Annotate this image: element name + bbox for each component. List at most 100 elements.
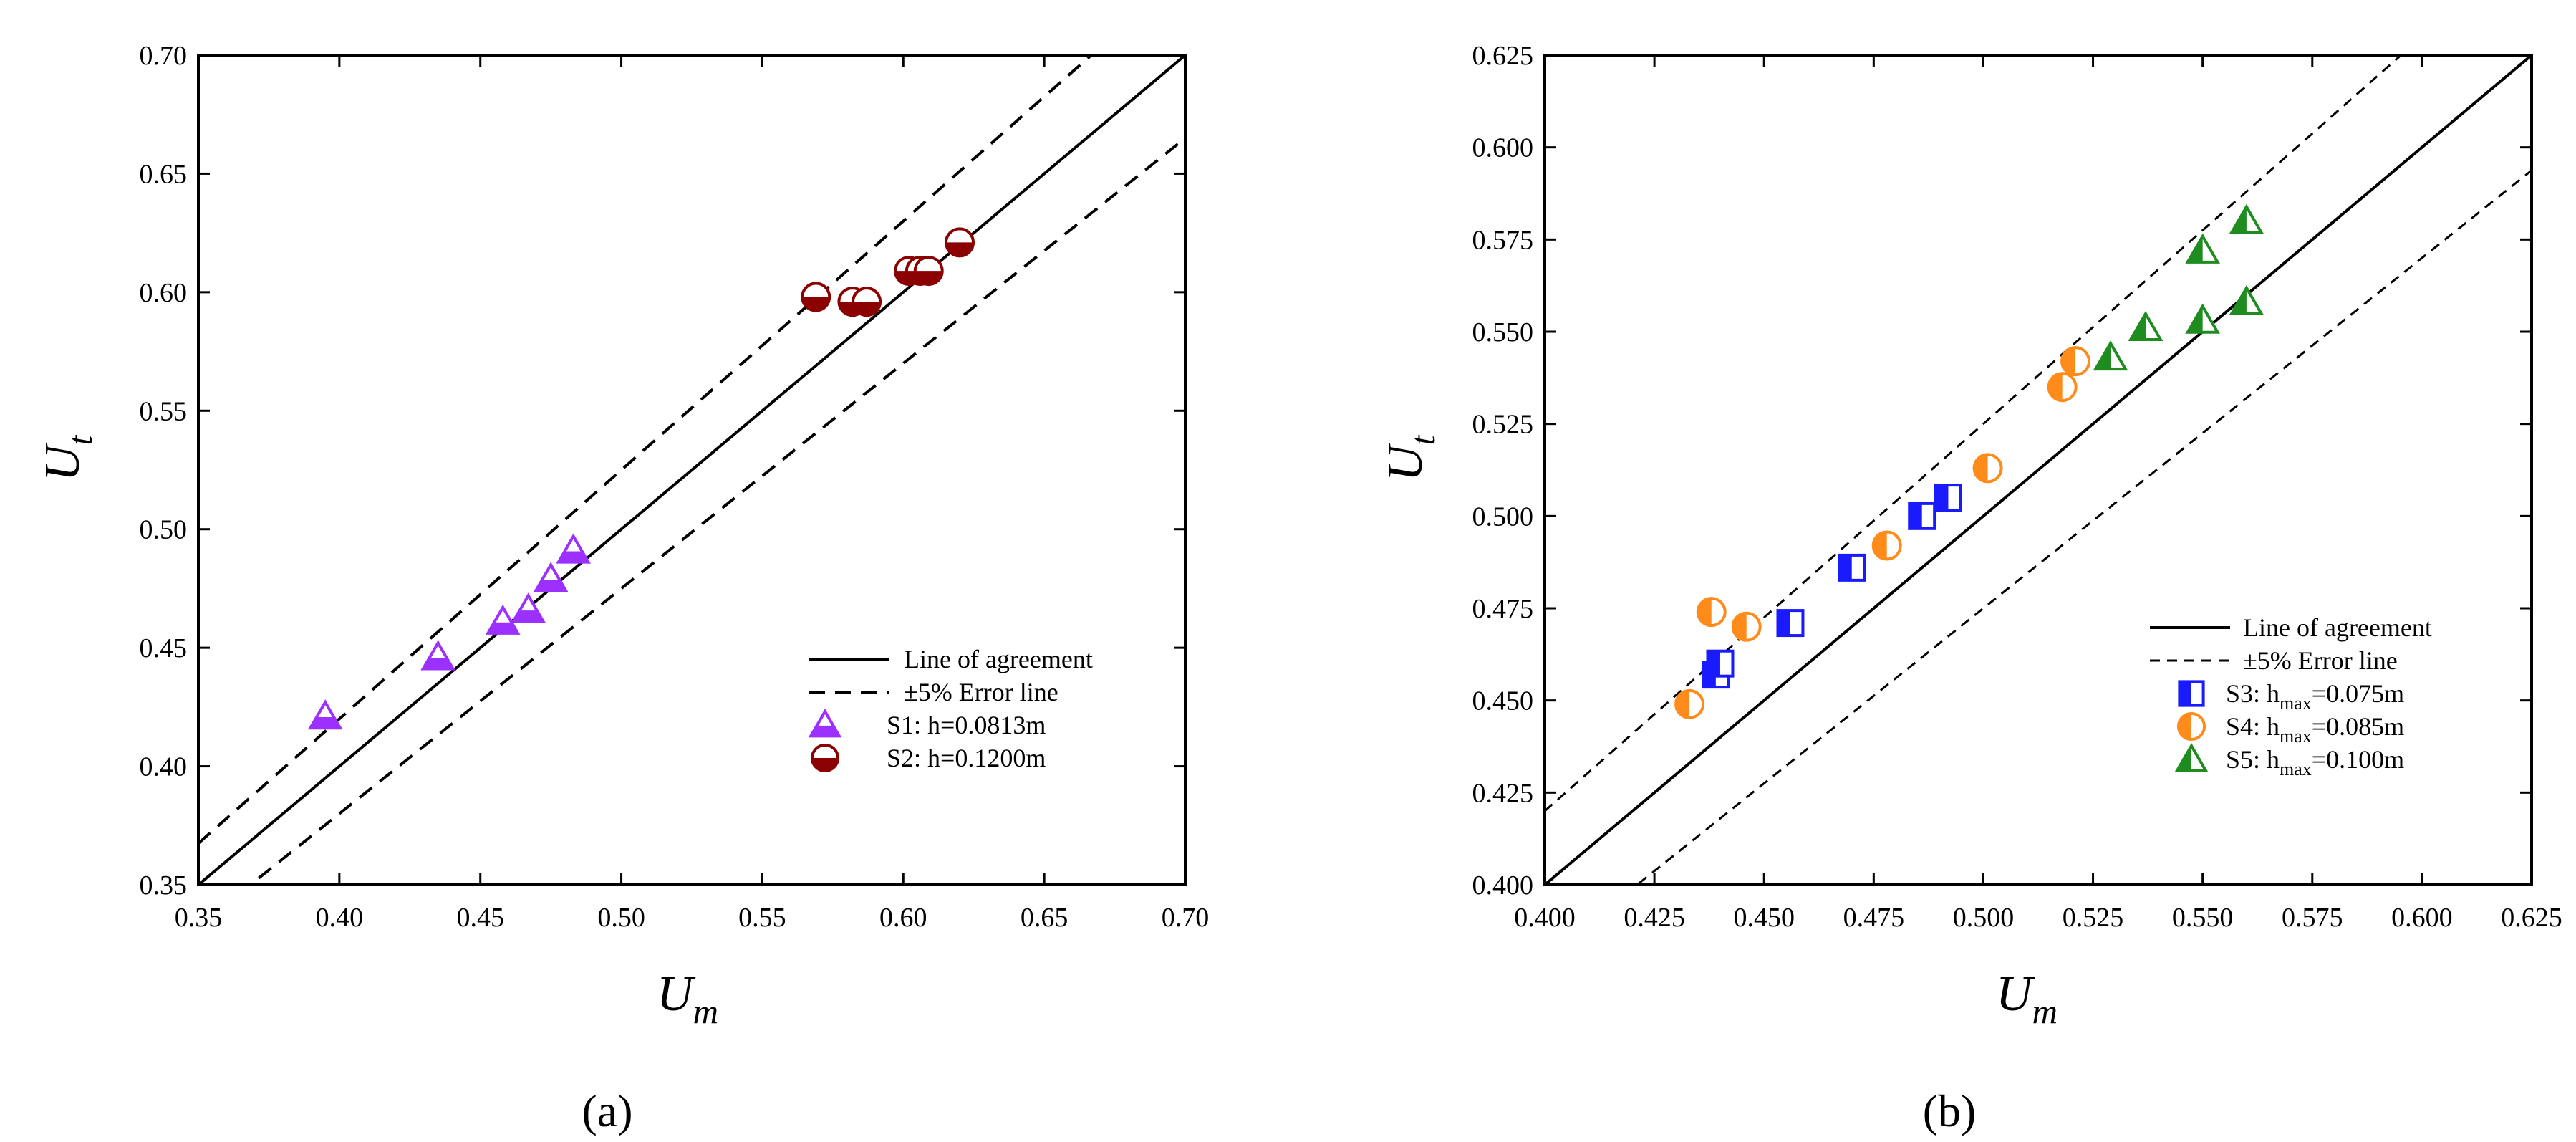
- data-point: [1706, 649, 1735, 678]
- data-point: [556, 533, 592, 564]
- data-point: [2093, 340, 2128, 371]
- y-tick-label: 0.65: [140, 159, 188, 189]
- series-1: [307, 533, 592, 730]
- data-point: [2128, 310, 2163, 342]
- data-point: [1731, 611, 1762, 642]
- x-tick-label: 0.500: [1953, 903, 2015, 933]
- legend-marker: [810, 743, 840, 773]
- legend-marker: [2174, 743, 2209, 772]
- y-tick-label: 0.475: [1472, 594, 1534, 624]
- x-tick-label: 0.625: [2501, 903, 2562, 933]
- x-tick-label: 0.40: [316, 903, 364, 933]
- chart-panel-a: 0.35 0.40 0.45 0.50 0.55 0.60 0.65 0.70 0.35 0.40…: [35, 41, 1210, 1031]
- data-point: [2060, 346, 2091, 377]
- reference-lines: [198, 55, 1185, 885]
- series-2: [801, 227, 975, 317]
- data-point: [801, 282, 831, 312]
- tick-group: 0.400 0.425 0.450 0.475 0.500 0.525 0.550 0.575…: [1472, 41, 2562, 933]
- data-point: [1776, 609, 1805, 638]
- x-tick-label: 0.60: [879, 903, 927, 933]
- y-tick-label: 0.40: [140, 752, 188, 782]
- y-tick-label: 0.425: [1472, 778, 1534, 808]
- y-tick-label: 0.400: [1472, 870, 1534, 901]
- legend-entry: ±5% Error line: [2150, 646, 2398, 675]
- y-tick-label: 0.450: [1472, 686, 1534, 716]
- data-point: [2229, 284, 2264, 315]
- legend-marker: [2176, 711, 2206, 742]
- y-tick-label: 0.35: [140, 870, 188, 901]
- data-point: [1871, 530, 1902, 561]
- data-point: [420, 640, 456, 671]
- panel-label-a: (a): [582, 1085, 632, 1136]
- y-axis-label: Ut: [1378, 435, 1442, 482]
- data-point: [511, 592, 546, 623]
- series-1: [1702, 484, 1962, 689]
- legend-entry: S1: h=0.0813m: [808, 709, 1046, 739]
- x-tick-label: 0.70: [1162, 903, 1210, 933]
- y-tick-label: 0.500: [1472, 502, 1534, 532]
- legend-marker: [2178, 680, 2205, 707]
- data-point: [2185, 303, 2221, 334]
- data-point: [1934, 484, 1962, 512]
- x-tick-label: 0.65: [1021, 903, 1068, 933]
- series-3: [2093, 203, 2264, 371]
- plot-frame: [1543, 54, 2533, 886]
- data-point: [307, 699, 343, 730]
- data-point: [1696, 597, 1727, 628]
- y-tick-label: 0.55: [140, 396, 188, 426]
- x-tick-label: 0.425: [1624, 903, 1685, 933]
- upper-error-line: [198, 55, 1094, 845]
- series-2: [1674, 346, 2091, 719]
- legend-entry: S4: hmax=0.085m: [2176, 711, 2404, 747]
- legend-label: S2: h=0.1200m: [887, 744, 1046, 772]
- legend-entry: Line of agreement: [2150, 613, 2432, 642]
- x-tick-label: 0.55: [738, 903, 786, 933]
- tick-group: 0.35 0.40 0.45 0.50 0.55 0.60 0.65 0.70 0.35 0.40…: [140, 41, 1210, 933]
- x-tick-label: 0.575: [2282, 903, 2343, 933]
- legend-entry: S2: h=0.1200m: [810, 743, 1046, 773]
- x-tick-label: 0.450: [1733, 903, 1795, 933]
- lower-error-line: [1635, 169, 2532, 885]
- data-point: [852, 287, 882, 317]
- line-of-agreement: [1545, 55, 2532, 885]
- legend-marker: [808, 709, 842, 738]
- x-tick-label: 0.400: [1514, 903, 1576, 933]
- y-tick-label: 0.50: [140, 515, 188, 545]
- x-tick-label: 0.50: [597, 903, 645, 933]
- y-tick-label: 0.45: [140, 633, 188, 663]
- legend-label: ±5% Error line: [2243, 646, 2398, 675]
- y-tick-label: 0.60: [140, 278, 188, 308]
- data-point: [913, 256, 944, 287]
- upper-error-line: [1545, 55, 2403, 812]
- panel-label-b: (b): [1923, 1085, 1977, 1136]
- data-point: [485, 604, 521, 635]
- reference-lines: [1545, 55, 2532, 885]
- x-tick-label: 0.35: [175, 903, 223, 933]
- x-tick-label: 0.600: [2391, 903, 2453, 933]
- x-tick-label: 0.475: [1843, 903, 1905, 933]
- legend-entry: ±5% Error line: [809, 678, 1058, 706]
- lower-error-line: [248, 137, 1185, 885]
- plot-frame: [197, 54, 1187, 886]
- y-tick-label: 0.525: [1472, 410, 1534, 440]
- legend-label: Line of agreement: [2243, 613, 2432, 642]
- data-point: [533, 562, 569, 592]
- data-point: [1674, 688, 1705, 719]
- data-point: [2185, 233, 2221, 264]
- data-point: [2229, 203, 2264, 234]
- x-tick-label: 0.45: [456, 903, 504, 933]
- x-tick-label: 0.525: [2063, 903, 2124, 933]
- legend-label: S1: h=0.0813m: [887, 711, 1046, 739]
- x-tick-label: 0.550: [2172, 903, 2234, 933]
- legend-label: Line of agreement: [904, 645, 1093, 673]
- y-tick-label: 0.600: [1472, 133, 1534, 163]
- legend-entry: Line of agreement: [809, 645, 1093, 673]
- data-point: [1908, 502, 1936, 530]
- legend-label: ±5% Error line: [904, 678, 1058, 706]
- y-tick-label: 0.575: [1472, 225, 1534, 255]
- data-point: [1972, 453, 2003, 484]
- data-point: [2047, 372, 2078, 403]
- line-of-agreement: [198, 55, 1185, 885]
